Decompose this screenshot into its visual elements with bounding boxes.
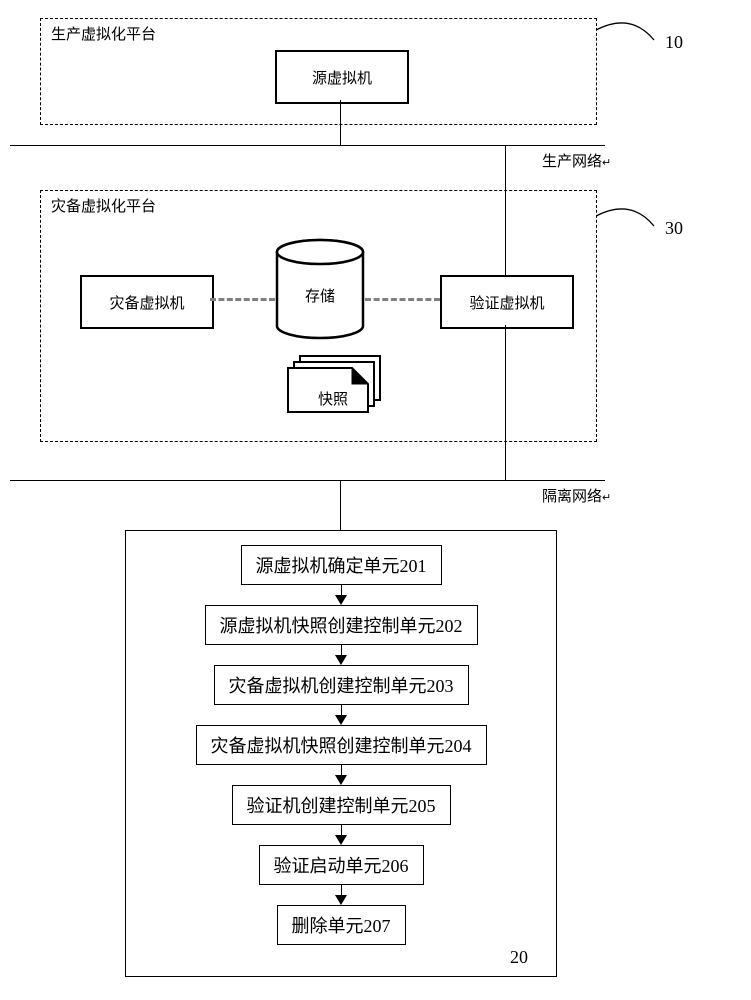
dr-platform-title: 灾备虚拟化平台: [51, 195, 156, 216]
dr-vm-box: 灾备虚拟机: [80, 275, 214, 329]
callout-30: 30: [665, 218, 683, 239]
flow-arrow-head-1: [335, 595, 347, 605]
flow-arrow-stem-5: [341, 825, 342, 835]
flow-step-2: 源虚拟机快照创建控制单元202: [205, 605, 478, 645]
flow-step-7: 删除单元207: [277, 905, 406, 945]
storage-label: 存储: [275, 285, 365, 306]
source-vm-box: 源虚拟机: [275, 50, 409, 104]
dash-right-connector: [365, 298, 440, 301]
flow-arrow-head-2: [335, 655, 347, 665]
callout-arc-10: [596, 18, 666, 58]
flow-arrow-stem-6: [341, 885, 342, 895]
dr-vm-label: 灾备虚拟机: [109, 292, 184, 313]
flow-arrow-stem-2: [341, 645, 342, 655]
flow-arrow-head-4: [335, 775, 347, 785]
production-network-line: [10, 145, 605, 146]
source-vm-label: 源虚拟机: [312, 67, 372, 88]
production-network-label: 生产网络↵: [542, 150, 611, 171]
production-platform-title: 生产虚拟化平台: [51, 23, 156, 44]
connector-top-to-net1: [340, 100, 341, 145]
flow-arrow-stem-1: [341, 585, 342, 595]
snapshot-label: 快照: [298, 388, 368, 409]
flow-arrow-stem-4: [341, 765, 342, 775]
flow-step-4: 灾备虚拟机快照创建控制单元204: [196, 725, 487, 765]
isolation-network-line: [10, 480, 605, 481]
flow-arrow-head-3: [335, 715, 347, 725]
flow-container: 源虚拟机确定单元201 源虚拟机快照创建控制单元202 灾备虚拟机创建控制单元203…: [125, 530, 557, 977]
connector-net2-to-flow: [340, 480, 341, 530]
snapshot-icon: [278, 350, 388, 420]
flow-step-6: 验证启动单元206: [259, 845, 424, 885]
flow-step-1: 源虚拟机确定单元201: [241, 545, 442, 585]
flow-corner-number: 20: [510, 947, 528, 968]
connector-verify-vm-to-net2: [505, 325, 506, 480]
dash-left-connector: [210, 298, 275, 301]
verify-vm-box: 验证虚拟机: [440, 275, 574, 329]
flow-arrow-head-6: [335, 895, 347, 905]
flow-step-3: 灾备虚拟机创建控制单元203: [214, 665, 469, 705]
isolation-network-label: 隔离网络↵: [542, 485, 611, 506]
flow-arrow-head-5: [335, 835, 347, 845]
verify-vm-label: 验证虚拟机: [469, 292, 544, 313]
flow-arrow-stem-3: [341, 705, 342, 715]
callout-arc-30: [596, 204, 666, 244]
flow-step-5: 验证机创建控制单元205: [232, 785, 451, 825]
callout-10: 10: [665, 32, 683, 53]
